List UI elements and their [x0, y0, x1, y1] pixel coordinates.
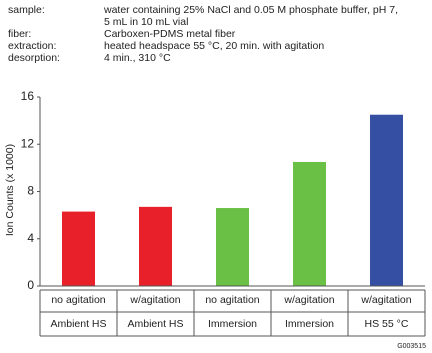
x-tick-label: w/agitation [360, 294, 411, 306]
y-tick-label: 16 [21, 89, 35, 103]
x-tick-label: w/agitation [283, 294, 334, 306]
x-group-label: Immersion [208, 318, 257, 330]
info-text: 4 min., 310 °C [104, 52, 171, 64]
bar [62, 211, 95, 286]
bar [139, 206, 172, 286]
info-label: extraction: [8, 40, 56, 52]
info-label: sample: [8, 4, 45, 16]
bar [216, 208, 249, 286]
y-axis-label: Ion Counts (x 1000) [4, 144, 16, 236]
x-group-label: HS 55 °C [365, 318, 409, 330]
x-group-label: Immersion [285, 318, 334, 330]
bar [370, 114, 403, 286]
figure-code: G003515 [397, 343, 426, 350]
y-tick-label: 8 [27, 184, 34, 198]
y-tick-label: 4 [27, 231, 34, 245]
y-tick-label: 0 [27, 278, 34, 292]
x-tick-label: no agitation [51, 294, 105, 306]
info-label: fiber: [8, 28, 31, 40]
info-text: heated headspace 55 °C, 20 min. with agi… [104, 40, 324, 52]
info-text: Carboxen-PDMS metal fiber [104, 28, 236, 40]
x-group-label: Ambient HS [127, 318, 183, 330]
x-group-label: Ambient HS [50, 318, 106, 330]
info-text: 5 mL in 10 mL vial [104, 16, 188, 28]
y-tick-label: 12 [21, 136, 35, 150]
x-tick-label: w/agitation [129, 294, 180, 306]
info-text: water containing 25% NaCl and 0.05 M pho… [103, 4, 398, 16]
bar [293, 161, 326, 286]
x-tick-label: no agitation [205, 294, 259, 306]
info-label: desorption: [8, 52, 60, 64]
